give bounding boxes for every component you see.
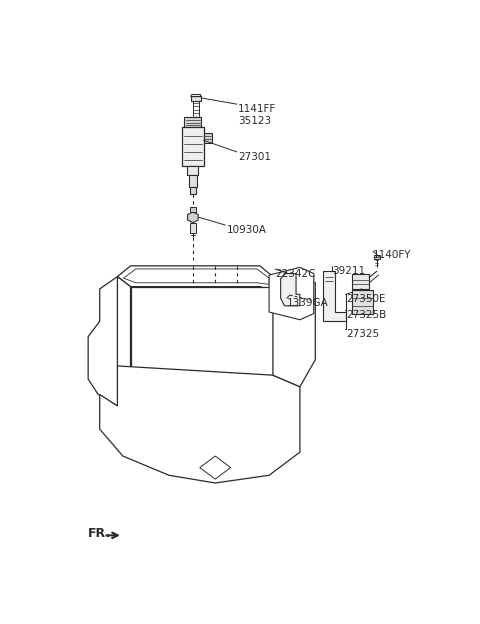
Polygon shape — [352, 291, 373, 314]
Polygon shape — [188, 212, 198, 223]
Ellipse shape — [105, 296, 122, 308]
Text: 27350E: 27350E — [346, 295, 385, 305]
Polygon shape — [182, 127, 204, 166]
Text: 39211: 39211 — [332, 266, 365, 276]
Ellipse shape — [105, 315, 122, 328]
Ellipse shape — [96, 385, 110, 396]
Circle shape — [288, 288, 292, 293]
Text: FR.: FR. — [88, 527, 111, 540]
Polygon shape — [323, 271, 346, 321]
Polygon shape — [190, 223, 196, 233]
Circle shape — [285, 286, 295, 295]
Ellipse shape — [184, 417, 246, 464]
Text: 27301: 27301 — [238, 152, 271, 162]
Polygon shape — [131, 286, 273, 375]
Polygon shape — [123, 269, 269, 285]
Ellipse shape — [118, 424, 128, 434]
Polygon shape — [118, 276, 131, 375]
Polygon shape — [200, 456, 230, 479]
Text: 10930A: 10930A — [227, 225, 267, 235]
Ellipse shape — [295, 296, 313, 308]
Ellipse shape — [105, 352, 122, 364]
Polygon shape — [281, 273, 300, 306]
Ellipse shape — [295, 311, 313, 324]
Polygon shape — [273, 276, 315, 387]
Polygon shape — [374, 255, 380, 259]
Polygon shape — [88, 276, 131, 406]
Polygon shape — [204, 133, 212, 143]
Text: 22342C: 22342C — [275, 269, 316, 279]
Polygon shape — [189, 175, 197, 187]
Polygon shape — [190, 207, 196, 212]
Text: 27325: 27325 — [346, 329, 379, 339]
Polygon shape — [191, 97, 201, 101]
Polygon shape — [184, 117, 201, 127]
Polygon shape — [100, 366, 300, 483]
Ellipse shape — [165, 402, 265, 479]
Polygon shape — [118, 266, 273, 291]
Ellipse shape — [105, 334, 122, 347]
Ellipse shape — [205, 424, 225, 437]
Text: 27325B: 27325B — [346, 310, 386, 319]
Circle shape — [325, 314, 332, 321]
Ellipse shape — [105, 371, 122, 383]
Polygon shape — [269, 267, 314, 319]
Polygon shape — [188, 166, 198, 175]
Text: 1339GA: 1339GA — [287, 298, 328, 308]
Ellipse shape — [285, 362, 300, 373]
Ellipse shape — [114, 421, 132, 437]
Text: 1141FF
35123: 1141FF 35123 — [238, 104, 276, 126]
Polygon shape — [190, 187, 196, 194]
Ellipse shape — [295, 342, 313, 354]
Polygon shape — [352, 273, 369, 289]
Ellipse shape — [295, 327, 313, 339]
Text: 1140FY: 1140FY — [373, 250, 411, 260]
